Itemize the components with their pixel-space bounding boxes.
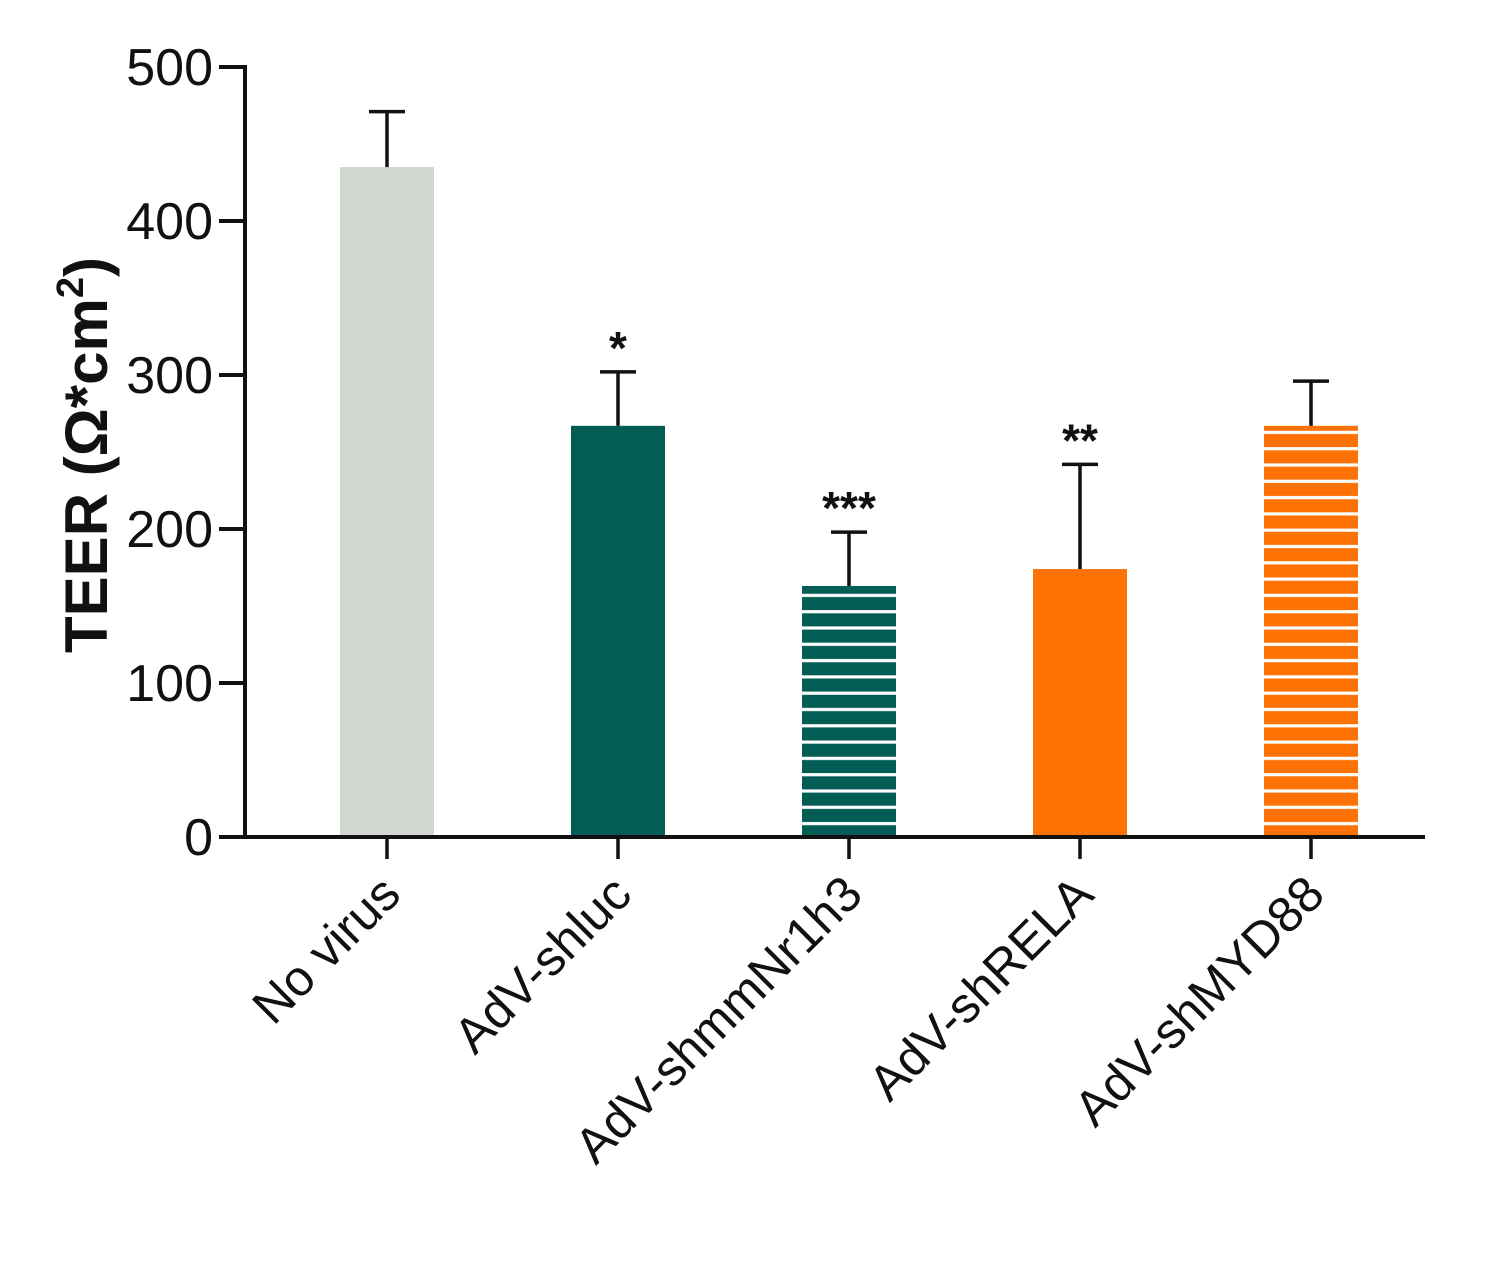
- significance-label-3: **: [1062, 414, 1098, 466]
- bar-2: [802, 585, 896, 837]
- bar-4: [1264, 425, 1358, 837]
- category-label-0: No virus: [242, 865, 411, 1034]
- y-axis-label-main: TEER (Ω*cm: [53, 298, 120, 653]
- y-tick-label-2: 200: [126, 501, 213, 559]
- y-axis-label: TEER (Ω*cm2): [50, 257, 120, 653]
- category-label-4: AdV-shMYD88: [1063, 865, 1334, 1136]
- category-label-1: AdV-shluc: [443, 865, 642, 1064]
- significance-label-2: ***: [822, 482, 876, 534]
- bar-3: [1033, 569, 1127, 837]
- y-tick-label-5: 500: [126, 39, 213, 97]
- y-tick-label-0: 0: [184, 809, 213, 867]
- y-tick-label-4: 400: [126, 193, 213, 251]
- y-tick-label-1: 100: [126, 655, 213, 713]
- bar-1: [571, 425, 665, 837]
- error-bars-layer: [369, 109, 1329, 586]
- significance-label-1: *: [609, 322, 627, 374]
- bars-layer: [340, 167, 1358, 838]
- y-tick-label-3: 300: [126, 347, 213, 405]
- bar-0: [340, 167, 434, 838]
- category-label-3: AdV-shRELA: [858, 865, 1104, 1111]
- labels-layer: No virus*AdV-shluc***AdV-shmmNr1h3**AdV-…: [126, 39, 1335, 1174]
- y-axis-label-superscript: 2: [50, 277, 92, 298]
- y-axis-label-close: ): [53, 257, 120, 277]
- axes-layer: [219, 65, 1425, 859]
